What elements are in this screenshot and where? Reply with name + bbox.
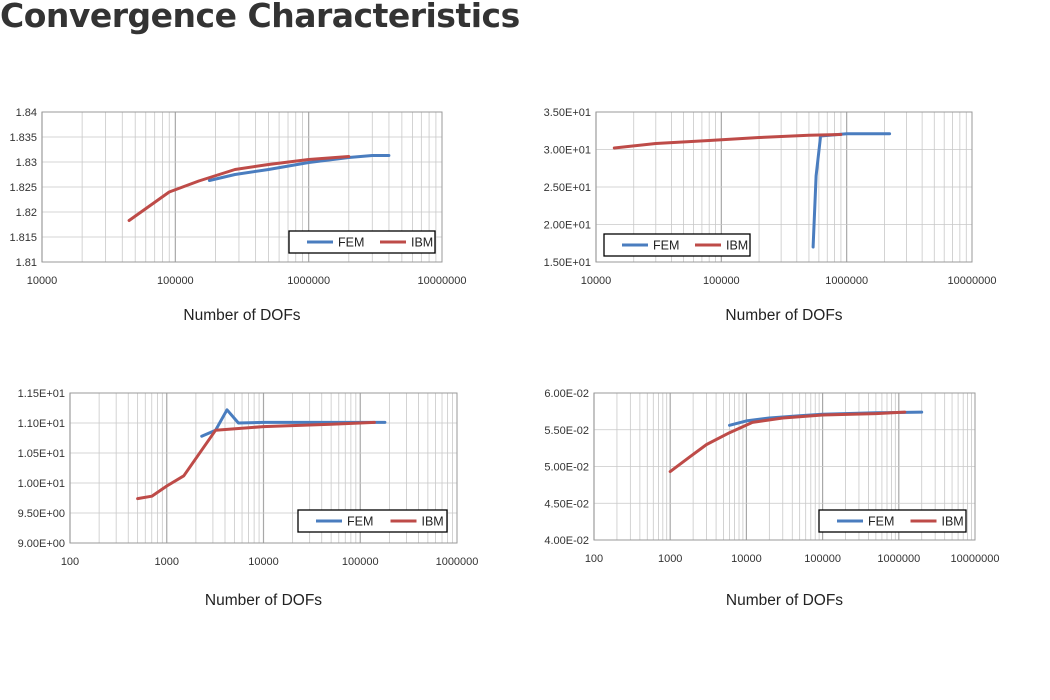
x-tick-label: 100 [585,553,603,565]
legend: FEM IBM [288,230,436,254]
series-line-ibm [612,133,843,150]
y-tick-label: 1.835 [9,132,37,144]
legend-label-ibm: IBM [411,236,433,250]
x-tick-label: 100000 [157,275,194,287]
x-tick-label: 10000 [248,556,279,568]
y-tick-label: 2.50E+01 [544,182,591,194]
page-title: Convergence Characteristics [0,0,520,35]
y-tick-label: 3.50E+01 [544,107,591,119]
y-tick-label: 9.50E+00 [18,508,65,520]
y-tick-label: 6.00E-02 [544,388,589,400]
x-axis-title: Number of DOFs [725,307,842,324]
legend: FEM IBM [603,233,751,257]
x-tick-label: 10000 [27,275,58,287]
chart-3: 9.00E+00 9.50E+00 1.00E+01 1.05E+01 1.10E+01… [18,388,479,609]
x-tick-label: 10000000 [418,275,467,287]
y-tick-label: 1.00E+01 [18,478,65,490]
plot-frame [41,111,443,263]
y-tick-label: 5.00E-02 [544,462,589,474]
y-tick-label: 1.82 [16,207,37,219]
x-tick-label: 100000 [703,275,740,287]
x-tick-label: 100000 [342,556,379,568]
x-tick-label: 1000000 [825,275,868,287]
legend-label-fem: FEM [338,236,364,250]
series-line-ibm [668,410,907,474]
legend-label-fem: FEM [868,515,894,529]
x-tick-label: 10000 [581,275,612,287]
y-tick-label: 1.825 [9,182,37,194]
legend-box [288,230,436,254]
legend-label-fem: FEM [347,515,373,529]
x-axis-title: Number of DOFs [726,592,843,609]
chart-2: 1.50E+01 2.00E+01 2.50E+01 3.00E+01 3.50E+01… [544,107,997,324]
legend-box [818,509,967,533]
legend-box [297,509,448,533]
y-tick-label: 1.15E+01 [18,388,65,400]
y-tick-label: 9.00E+00 [18,538,65,550]
series-line-fem [207,154,391,182]
y-tick-label: 5.50E-02 [544,425,589,437]
x-tick-label: 100000 [804,553,841,565]
legend-label-ibm: IBM [942,515,964,529]
y-tick-label: 4.00E-02 [544,535,589,547]
y-tick-label: 4.50E-02 [544,498,589,510]
y-tick-label: 2.00E+01 [544,220,591,232]
series-line-ibm [136,420,376,501]
x-tick-label: 10000 [731,553,762,565]
x-tick-label: 100 [61,556,79,568]
y-tick-label: 3.00E+01 [544,145,591,157]
x-tick-label: 1000000 [436,556,479,568]
y-tick-label: 1.50E+01 [544,257,591,269]
chart-1: 1.81 1.815 1.82 1.825 1.83 1.835 1.84 10000 1000… [9,107,467,324]
y-tick-label: 1.05E+01 [18,448,65,460]
x-tick-label: 1000 [658,553,682,565]
legend-label-ibm: IBM [422,515,444,529]
legend: FEM IBM [297,509,448,533]
series-line-ibm [127,155,351,222]
x-tick-label: 1000 [155,556,179,568]
x-axis-title: Number of DOFs [205,592,322,609]
y-tick-label: 1.81 [16,257,37,269]
y-tick-label: 1.815 [9,232,37,244]
x-tick-label: 10000000 [948,275,997,287]
x-axis-title: Number of DOFs [183,307,300,324]
plot-frame [593,392,976,541]
y-tick-label: 1.84 [16,107,37,119]
legend: FEM IBM [818,509,967,533]
x-tick-label: 1000000 [287,275,330,287]
series-line-fem [811,132,892,249]
chart-4: 4.00E-02 4.50E-02 5.00E-02 5.50E-02 6.00E-02… [544,388,1000,609]
legend-label-fem: FEM [653,239,679,253]
x-tick-label: 1000000 [877,553,920,565]
y-tick-label: 1.83 [16,157,37,169]
plot-frame [595,111,973,263]
y-tick-label: 1.10E+01 [18,418,65,430]
x-tick-label: 10000000 [951,553,1000,565]
plot-frame [69,392,458,544]
legend-box [603,233,751,257]
legend-label-ibm: IBM [726,239,748,253]
